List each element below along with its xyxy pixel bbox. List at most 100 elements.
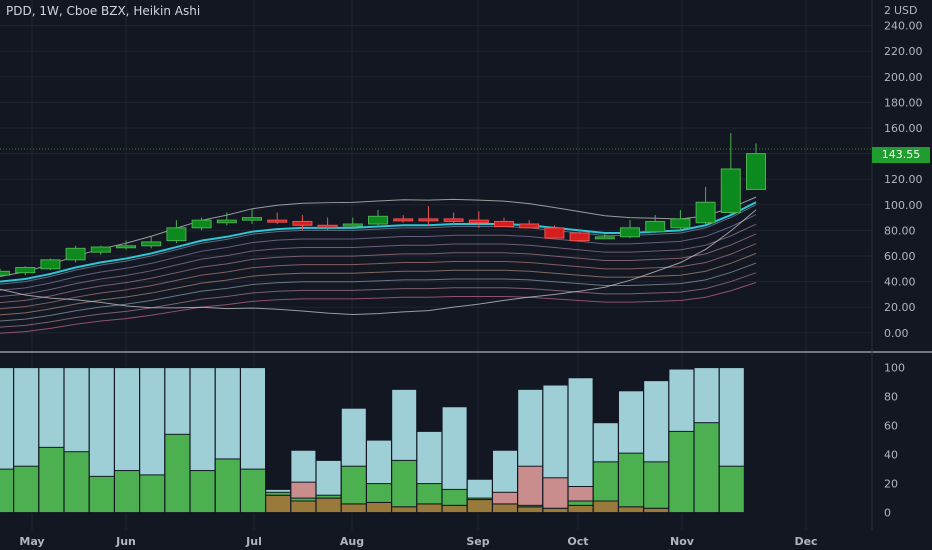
volume-neutral-bar	[366, 501, 392, 514]
volume-neutral-bar	[492, 503, 518, 514]
candle-body	[544, 227, 565, 239]
price-tick-label: 40.00	[884, 276, 916, 289]
volume-up-bar	[391, 459, 418, 508]
volume-neutral-bar	[441, 504, 468, 514]
volume-up-bar	[63, 451, 90, 514]
candle-body	[116, 245, 136, 249]
volume-down-bar	[542, 477, 569, 509]
volume-up-bar	[416, 483, 443, 505]
candle-body	[494, 220, 514, 228]
price-tick-label: 20.00	[884, 301, 916, 314]
volume-up-bar	[139, 474, 166, 514]
time-tick-label: Jun	[115, 535, 136, 548]
price-tick-label: 180.00	[884, 96, 923, 109]
price-axis[interactable]: 0.0020.0040.0060.0080.00100.00120.00140.…	[884, 4, 923, 340]
ma-line	[0, 272, 757, 328]
volume-neutral-bar	[466, 499, 493, 514]
candle-body	[65, 247, 86, 261]
volume-tick-label: 40	[884, 449, 898, 462]
volume-neutral-bar	[416, 503, 443, 514]
volume-up-bar	[693, 422, 720, 514]
candle-body	[0, 270, 10, 276]
candle-body	[216, 219, 237, 224]
volume-neutral-bar	[618, 506, 644, 514]
time-tick-label: Dec	[794, 535, 817, 548]
price-tick-label: 160.00	[884, 122, 923, 135]
candle-body	[368, 215, 388, 225]
price-tick-label: 120.00	[884, 173, 923, 186]
candle-body	[342, 223, 363, 227]
price-tick-label: 240.00	[884, 20, 923, 33]
volume-tick-label: 0	[884, 507, 891, 520]
time-tick-label: Sep	[466, 535, 489, 548]
volume-up-bar	[517, 504, 544, 508]
volume-up-bar	[592, 461, 619, 502]
volume-neutral-bar	[517, 506, 544, 514]
volume-up-bar	[114, 470, 140, 514]
ma-line	[0, 214, 757, 291]
volume-up-bar	[290, 497, 317, 502]
candle-body	[267, 219, 288, 223]
symbol-title[interactable]: PDD, 1W, Cboe BZX, Heikin Ashi	[6, 4, 201, 18]
candle-body	[292, 220, 313, 226]
volume-up-bar	[340, 465, 367, 505]
price-tick-label: 100.00	[884, 199, 923, 212]
volume-up-bar	[567, 500, 594, 506]
candle-body	[317, 224, 338, 228]
candles[interactable]	[0, 133, 766, 277]
volume-up-bar	[265, 491, 292, 496]
candle-body	[620, 227, 640, 238]
price-tick-label: 220.00	[884, 45, 923, 58]
ma-line	[0, 223, 757, 297]
candle-body	[443, 218, 464, 222]
volume-axis[interactable]: 0 20 40 60 80 100	[884, 362, 905, 520]
volume-up-bar	[214, 458, 241, 514]
volume-up-bar	[718, 465, 745, 514]
volume-up-bar	[668, 430, 695, 514]
volume-up-bar	[315, 494, 342, 499]
lower-envelope-line	[0, 209, 757, 315]
candle-body	[242, 217, 262, 221]
last-price-badge: 143.55	[872, 147, 930, 163]
volume-tick-label: 80	[884, 391, 898, 404]
volume-up-bar	[88, 475, 115, 514]
candle-body	[15, 267, 36, 274]
volume-up-bar	[643, 461, 670, 509]
price-tick-label: 60.00	[884, 250, 916, 263]
volume-up-bar	[240, 468, 266, 514]
volume-neutral-bar	[315, 497, 342, 514]
volume-neutral-bar	[265, 494, 292, 514]
volume-tick-label: 20	[884, 478, 898, 491]
volume-up-bar	[0, 468, 14, 514]
candle-body	[90, 246, 111, 253]
ma-line	[0, 282, 757, 334]
candle-body	[695, 201, 716, 224]
candle-body	[645, 220, 666, 233]
candle-body	[166, 227, 187, 242]
ma-line	[0, 252, 757, 316]
price-top-label: 2	[884, 4, 891, 17]
candle-body	[418, 218, 439, 222]
volume-tick-label: 100	[884, 362, 905, 375]
volume-up-bar	[189, 470, 216, 514]
time-axis[interactable]: May Jun Jul Aug Sep Oct Nov Dec	[19, 535, 817, 548]
price-tick-label: 80.00	[884, 224, 916, 237]
volume-up-bar	[466, 497, 493, 501]
volume-pane[interactable]	[0, 367, 745, 514]
price-tick-label: 0.00	[884, 327, 909, 340]
volume-up-bar	[164, 433, 191, 514]
volume-down-bar	[492, 491, 518, 505]
candle-body	[191, 219, 212, 229]
volume-up-bar	[38, 446, 65, 514]
candle-body	[569, 232, 590, 242]
volume-neutral-bar	[592, 500, 619, 514]
candle-body	[141, 241, 162, 247]
ma-line	[0, 243, 757, 310]
candle-body	[746, 153, 766, 190]
price-tick-label: 200.00	[884, 71, 923, 84]
candle-body	[519, 223, 540, 229]
candle-body	[393, 218, 414, 222]
ma-line	[0, 262, 757, 322]
time-tick-label: May	[19, 535, 44, 548]
